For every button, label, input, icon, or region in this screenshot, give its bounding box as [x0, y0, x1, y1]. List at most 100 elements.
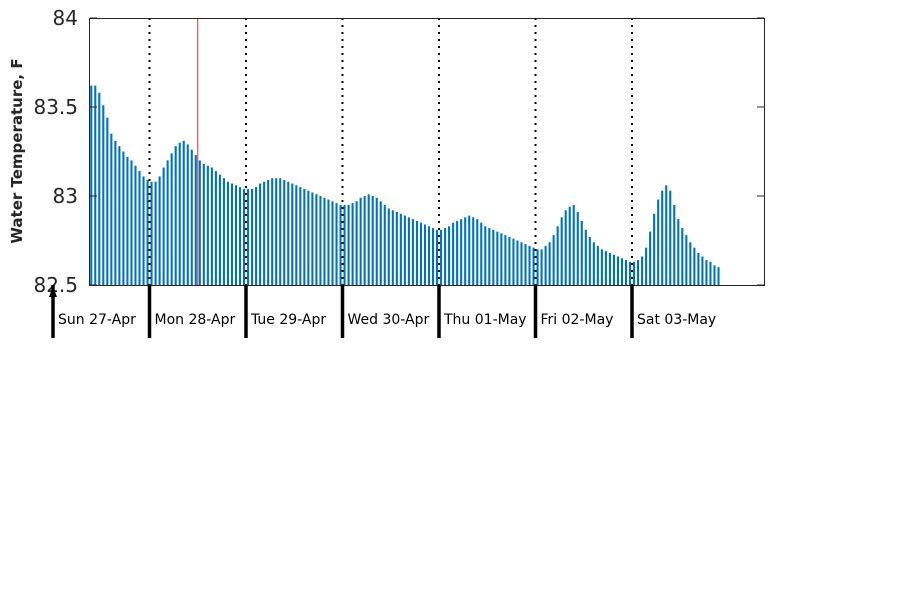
bar: [580, 220, 583, 285]
bar: [552, 235, 555, 285]
bar: [693, 247, 696, 285]
bar: [399, 213, 402, 285]
day-label: Sat 03-May: [637, 312, 716, 328]
y-tick-label: 83: [53, 184, 78, 208]
bar: [174, 146, 177, 285]
bars-layer: [90, 85, 720, 286]
bar: [641, 256, 644, 285]
bar: [234, 185, 238, 285]
bar: [504, 235, 507, 285]
bar: [415, 220, 418, 285]
bar: [596, 245, 599, 285]
bar: [287, 181, 290, 285]
bar: [697, 252, 700, 285]
day-label: Sun 27-Apr: [58, 312, 136, 328]
bar: [572, 204, 575, 285]
bar: [705, 260, 708, 285]
bar: [520, 242, 523, 285]
bar: [335, 203, 338, 285]
bar: [343, 204, 346, 285]
bar: [387, 208, 390, 285]
y-tick-label: 84: [53, 6, 78, 30]
bar: [472, 217, 475, 285]
bar: [492, 229, 495, 285]
bar: [263, 181, 266, 285]
bar: [544, 245, 547, 285]
bar: [460, 219, 463, 285]
bar: [431, 228, 435, 285]
bar: [307, 190, 310, 285]
bar: [271, 178, 274, 285]
bar: [238, 187, 242, 285]
bar: [403, 215, 406, 285]
bar: [275, 178, 278, 285]
bar: [653, 213, 656, 285]
bar: [327, 199, 330, 285]
bar: [484, 226, 487, 285]
bar: [319, 196, 322, 285]
bar: [645, 247, 648, 285]
bar: [600, 249, 603, 285]
bar: [255, 187, 258, 285]
bar: [214, 171, 217, 285]
bar: [669, 190, 672, 285]
bar: [170, 153, 173, 285]
day-label: Fri 02-May: [541, 312, 614, 328]
bar: [540, 249, 543, 285]
bar: [628, 261, 632, 285]
bar: [315, 194, 318, 285]
bar: [359, 197, 362, 285]
bar: [673, 204, 676, 285]
bar: [102, 105, 105, 285]
bar: [146, 179, 149, 285]
bar: [283, 179, 286, 285]
bar: [118, 146, 121, 285]
plot-frame: [89, 18, 765, 286]
bar: [138, 171, 141, 285]
bar: [488, 228, 491, 285]
bar: [661, 190, 664, 285]
bar: [468, 215, 471, 285]
bar: [242, 188, 246, 285]
bar: [576, 212, 579, 285]
bar: [259, 183, 262, 285]
bar: [110, 133, 113, 285]
day-divider-lines: [148, 18, 633, 285]
bar: [391, 210, 394, 285]
bar: [448, 226, 451, 285]
bar: [90, 85, 93, 285]
bar: [532, 247, 535, 285]
bar: [444, 228, 447, 285]
bar: [616, 256, 620, 285]
bar: [689, 242, 692, 285]
bar: [194, 155, 197, 285]
bar: [456, 220, 459, 285]
bar: [367, 194, 370, 285]
bar: [247, 188, 250, 285]
bar: [709, 261, 712, 285]
bar: [98, 92, 101, 285]
bar: [126, 156, 129, 285]
bar: [624, 260, 628, 285]
bar: [536, 249, 539, 285]
bar: [331, 201, 334, 285]
bar: [500, 233, 503, 285]
bar: [267, 179, 270, 285]
bar: [592, 242, 595, 285]
bar: [122, 151, 125, 285]
bar: [681, 228, 684, 285]
day-label: Mon 28-Apr: [155, 312, 236, 328]
bar: [166, 160, 169, 285]
bar: [612, 254, 616, 285]
bar: [427, 226, 431, 285]
bar: [608, 252, 611, 285]
bar: [379, 201, 382, 285]
bar: [279, 178, 282, 285]
bar: [588, 236, 591, 285]
bar: [355, 201, 358, 285]
bar: [323, 197, 326, 285]
bar: [657, 199, 660, 285]
bar: [130, 160, 133, 285]
bar: [311, 192, 314, 285]
